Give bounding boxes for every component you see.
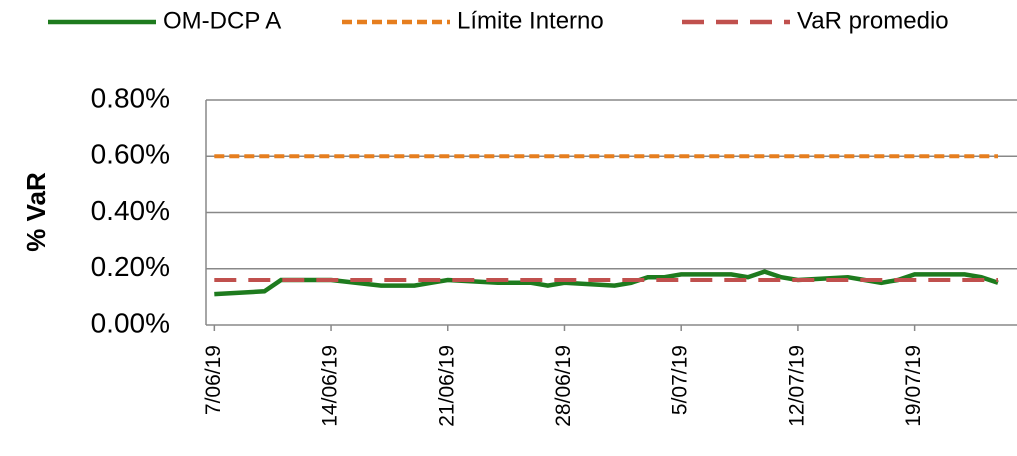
y-tick-label: 0.40%: [91, 195, 170, 226]
legend-label: OM-DCP A: [163, 7, 281, 34]
y-axis-label: % VaR: [21, 172, 51, 252]
x-tick-label: 28/06/19: [552, 345, 575, 427]
x-tick-label: 7/06/19: [202, 345, 225, 415]
y-tick-label: 0.80%: [91, 82, 170, 113]
x-tick-label: 21/06/19: [435, 345, 458, 427]
legend-label: Límite Interno: [457, 7, 604, 34]
y-tick-label: 0.00%: [91, 307, 170, 338]
x-tick-label: 5/07/19: [669, 345, 692, 415]
x-tick-label: 12/07/19: [785, 345, 808, 427]
series-line: [214, 269, 999, 297]
legend-label: VaR promedio: [797, 7, 949, 34]
x-tick-label: 19/07/19: [902, 345, 925, 427]
y-tick-label: 0.20%: [91, 251, 170, 282]
y-tick-label: 0.60%: [91, 139, 170, 170]
x-tick-label: 14/06/19: [319, 345, 342, 427]
